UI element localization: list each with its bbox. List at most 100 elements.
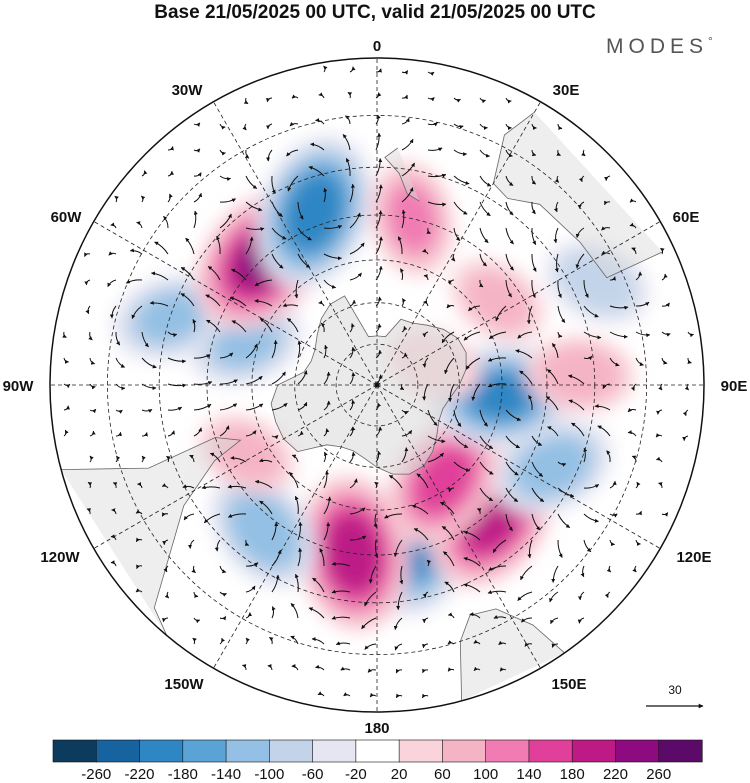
wind-vector-340 bbox=[448, 487, 455, 493]
latitude-circle-1 bbox=[294, 302, 460, 468]
wind-vector-471 bbox=[395, 668, 403, 674]
wind-vector-13 bbox=[453, 97, 461, 103]
wind-vector-26 bbox=[453, 123, 464, 129]
wind-vector-267 bbox=[427, 409, 438, 426]
wind-vector-425 bbox=[422, 591, 429, 598]
wind-vector-74 bbox=[297, 201, 304, 220]
colorbar-swatch-11 bbox=[528, 739, 573, 763]
wind-vector-458 bbox=[394, 643, 403, 651]
latitude-circle-2 bbox=[251, 259, 503, 511]
wind-vector-274 bbox=[594, 404, 611, 411]
wind-vector-147 bbox=[478, 279, 484, 288]
wind-vector-436 bbox=[245, 612, 252, 619]
wind-vector-192 bbox=[422, 331, 429, 338]
meridian-330 bbox=[213, 384, 378, 669]
colorbar-tick-label-5: -60 bbox=[302, 766, 324, 783]
wind-vector-438 bbox=[290, 603, 299, 619]
wind-vector-182 bbox=[167, 331, 178, 338]
wind-vector-333 bbox=[254, 479, 273, 489]
wind-vector-92 bbox=[219, 213, 232, 229]
wind-vector-79 bbox=[427, 201, 447, 207]
wind-vector-337 bbox=[374, 481, 379, 489]
wind-vector-365 bbox=[505, 513, 513, 532]
lon-label-30w: 30W bbox=[172, 82, 204, 99]
wind-vector-163 bbox=[282, 303, 299, 307]
wind-vector-50 bbox=[193, 172, 202, 177]
wind-vector-195 bbox=[488, 331, 507, 340]
wind-vector-86 bbox=[604, 200, 611, 206]
wind-vector-450 bbox=[192, 637, 197, 645]
wind-vector-376 bbox=[214, 539, 221, 552]
wind-vector-395 bbox=[163, 565, 169, 573]
wind-vector-248 bbox=[568, 374, 585, 385]
colorbar-swatch-4 bbox=[225, 739, 270, 763]
wind-vector-302 bbox=[682, 435, 689, 441]
wind-vector-198 bbox=[583, 331, 602, 340]
wind-vector-160 bbox=[205, 294, 221, 307]
wind-vector-350 bbox=[111, 508, 117, 515]
wind-vector-444 bbox=[447, 612, 455, 619]
wind-vector-323 bbox=[606, 450, 611, 463]
wind-vector-268 bbox=[453, 409, 462, 427]
wind-vector-239 bbox=[349, 372, 356, 385]
wind-vector-432 bbox=[604, 591, 611, 598]
wind-vector-398 bbox=[245, 562, 259, 567]
wind-vector-114 bbox=[216, 235, 221, 255]
wind-vector-286 bbox=[271, 434, 279, 440]
wind-vector-84 bbox=[553, 201, 559, 213]
wind-vector-110 bbox=[108, 251, 117, 256]
wind-vector-356 bbox=[259, 500, 273, 515]
wind-vector-162 bbox=[254, 298, 273, 307]
colorbar-tick-label-9: 100 bbox=[473, 766, 498, 783]
wind-vector-282 bbox=[167, 430, 175, 437]
wind-vector-392 bbox=[635, 539, 641, 546]
colorbar-tick-label-0: -260 bbox=[81, 766, 111, 783]
wind-vector-369 bbox=[609, 513, 618, 518]
meridian-120 bbox=[376, 221, 661, 386]
wind-vector-70 bbox=[193, 192, 203, 203]
wind-vector-266 bbox=[401, 409, 409, 415]
wind-vector-161 bbox=[229, 296, 247, 307]
wind-vector-462 bbox=[498, 640, 507, 646]
wind-vector-270 bbox=[505, 409, 522, 421]
wind-vector-437 bbox=[271, 606, 276, 619]
wind-vector-212 bbox=[297, 340, 302, 359]
wind-vector-412 bbox=[606, 565, 612, 573]
wind-vector-400 bbox=[297, 547, 303, 567]
lon-label-60e: 60E bbox=[673, 209, 700, 226]
wind-vector-112 bbox=[154, 241, 169, 255]
wind-vector-128 bbox=[575, 253, 585, 269]
wind-vector-105 bbox=[553, 227, 559, 244]
wind-vector-297 bbox=[547, 426, 559, 437]
wind-vector-353 bbox=[183, 513, 195, 521]
wind-vector-338 bbox=[388, 474, 403, 489]
wind-vector-72 bbox=[245, 201, 263, 212]
wind-vector-410 bbox=[551, 565, 559, 583]
wind-vector-293 bbox=[453, 435, 469, 448]
wind-vector-44 bbox=[505, 149, 513, 158]
wind-vector-272 bbox=[545, 396, 559, 411]
wind-vector-153 bbox=[635, 271, 643, 281]
colorbar-swatch-7 bbox=[355, 739, 400, 763]
wind-vector-336 bbox=[349, 478, 358, 489]
wind-vector-45 bbox=[531, 149, 537, 157]
wind-vector-447 bbox=[521, 617, 533, 623]
wind-vector-478 bbox=[369, 692, 377, 698]
latitude-circle-0 bbox=[335, 343, 419, 427]
wind-vector-307 bbox=[189, 454, 195, 463]
wind-vector-451 bbox=[219, 637, 225, 645]
meridian-60 bbox=[376, 384, 661, 549]
wind-vector-180 bbox=[115, 331, 121, 346]
wind-vector-60 bbox=[453, 175, 470, 186]
wind-vector-262 bbox=[297, 402, 308, 411]
wind-vector-150 bbox=[557, 279, 562, 299]
wind-vector-171 bbox=[495, 305, 507, 322]
wind-vector-402 bbox=[331, 561, 351, 567]
wind-vector-358 bbox=[323, 496, 332, 515]
lon-label-90w: 90W bbox=[3, 378, 35, 395]
wind-vector-441 bbox=[361, 617, 377, 630]
wind-vector-464 bbox=[551, 643, 559, 648]
wind-vector-449 bbox=[577, 617, 585, 624]
anomaly-blob-9-level-2 bbox=[212, 317, 279, 368]
wind-vector-243 bbox=[447, 383, 455, 402]
